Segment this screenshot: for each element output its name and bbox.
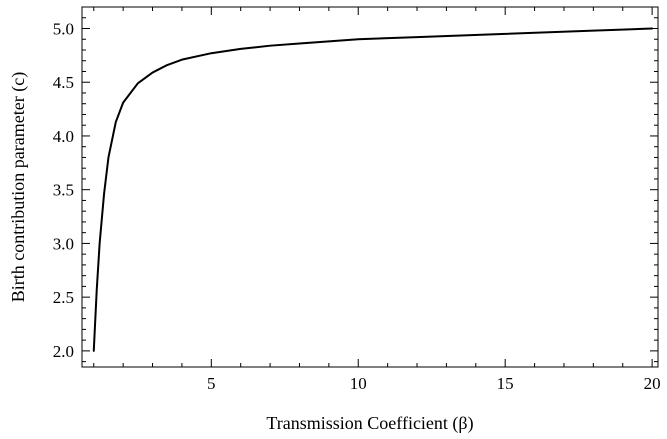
- y-axis-label: Birth contribution parameter (c): [8, 72, 29, 302]
- x-axis-label: Transmission Coefficient (β): [266, 413, 473, 434]
- minor-ticks: [82, 6, 658, 367]
- y-tick-label: 2.0: [53, 342, 74, 361]
- x-tick-label: 15: [497, 374, 514, 393]
- data-line: [92, 27, 654, 352]
- y-tick-label: 3.0: [53, 234, 74, 253]
- tick-labels: 5 10 15 20 2.0 2.5 3.0 3.5 4.0 4.5 5.0: [53, 19, 661, 393]
- x-tick-label: 5: [207, 374, 216, 393]
- major-ticks: [82, 7, 658, 367]
- y-tick-label: 4.5: [53, 73, 74, 92]
- y-tick-label: 4.0: [53, 127, 74, 146]
- plot-frame: [81, 6, 659, 368]
- x-tick-label: 10: [350, 374, 367, 393]
- y-tick-label: 3.5: [53, 181, 74, 200]
- x-tick-label: 20: [644, 374, 661, 393]
- y-tick-label: 5.0: [53, 19, 74, 38]
- y-tick-label: 2.5: [53, 288, 74, 307]
